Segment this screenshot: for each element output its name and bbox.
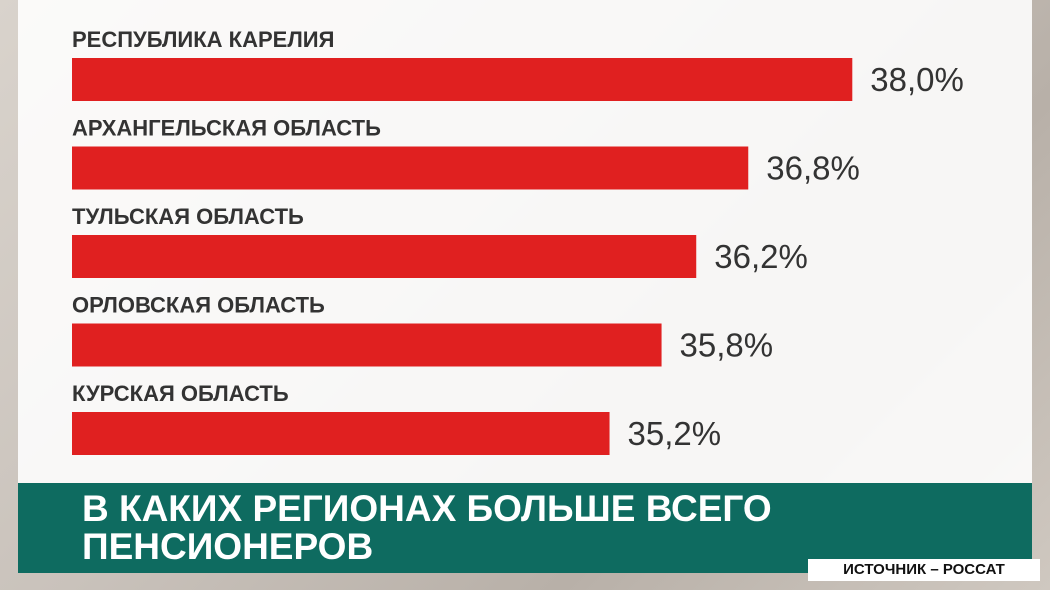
value-label: 35,2% [628,415,722,452]
category-label: АРХАНГЕЛЬСКАЯ ОБЛАСТЬ [72,116,381,141]
category-label: КУРСКАЯ ОБЛАСТЬ [72,381,289,406]
bar [72,235,697,278]
value-label: 36,2% [714,238,808,275]
category-label: ТУЛЬСКАЯ ОБЛАСТЬ [72,204,304,229]
bar [72,323,662,367]
value-label: 35,8% [680,327,774,364]
bar [72,146,749,190]
value-label: 38,0% [870,61,964,98]
bar [72,412,610,455]
source: ИСТОЧНИК – РОССАТ [808,559,1040,581]
chart-title: В КАКИХ РЕГИОНАХ БОЛЬШЕ ВСЕГО ПЕНСИОНЕРО… [82,488,772,567]
bar [72,58,853,101]
category-label: ОРЛОВСКАЯ ОБЛАСТЬ [72,293,325,318]
category-label: РЕСПУБЛИКА КАРЕЛИЯ [72,27,334,52]
value-label: 36,8% [766,150,860,187]
title-band [18,483,1032,573]
